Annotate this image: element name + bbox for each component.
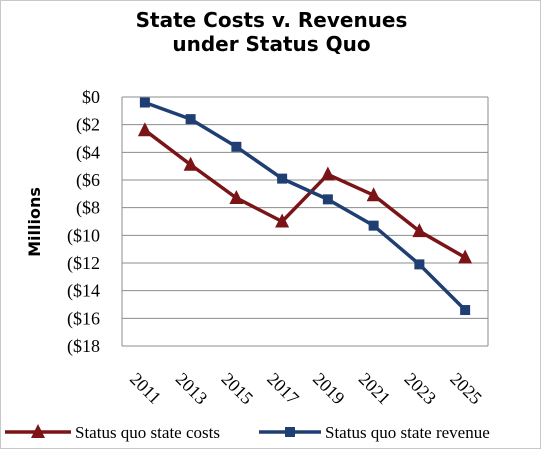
legend-swatch-marker [31,424,45,438]
y-tick-label: ($4 [76,142,100,163]
series-line [143,128,466,259]
chart-title: State Costs v. Revenues under Status Quo [0,8,543,56]
data-point-marker [460,305,471,316]
data-point-marker [137,122,152,137]
data-point-marker [368,220,379,231]
series-layer [137,97,473,316]
data-point-marker [277,173,288,184]
chart-title-line1: State Costs v. Revenues [135,8,408,32]
legend-label: Status quo state revenue [325,423,490,442]
x-tick-label: 2019 [309,369,349,409]
x-tick-label: 2011 [126,369,165,408]
x-tick-label: 2023 [401,369,441,409]
y-tick-label: ($16 [67,308,100,329]
data-point-marker [229,189,244,204]
legend-item: Status quo state costs [5,423,220,442]
y-tick-label: ($10 [67,225,100,246]
x-tick-label: 2025 [446,369,486,409]
legend-label: Status quo state costs [75,423,220,442]
y-tick-label: $0 [82,87,100,107]
y-tick-label: ($8 [76,198,100,219]
data-point-marker [185,114,196,125]
y-axis-ticks: $0 ($2 ($4 ($6 ($8 ($10 ($12 ($14 ($16 ($18 [67,87,100,357]
data-point-marker [366,187,381,202]
legend-item: Status quo state revenue [259,423,490,442]
data-point-marker [183,156,198,171]
y-tick-label: ($12 [67,253,100,274]
x-tick-label: 2017 [263,369,303,409]
x-tick-label: 2021 [355,369,395,409]
data-point-marker [458,249,473,264]
x-tick-label: 2013 [172,369,212,409]
y-axis-label: Millions [25,187,44,257]
legend: Status quo state costs Status quo state r… [5,423,490,442]
data-point-marker [139,97,150,108]
y-tick-label: ($18 [67,336,100,357]
y-tick-label: ($14 [67,281,100,302]
x-axis-ticks: 2011 2013 2015 2017 2019 2021 2023 2025 [126,369,486,409]
gridlines [121,96,489,347]
x-tick-label: 2015 [218,369,258,409]
legend-swatch-marker [285,427,295,437]
series-1 [139,97,471,316]
data-point-marker [322,194,333,205]
data-point-marker [412,223,427,238]
data-point-marker [231,141,242,152]
y-tick-label: ($6 [76,170,100,191]
y-tick-label: ($2 [76,115,100,136]
data-point-marker [275,213,290,228]
chart-title-line2: under Status Quo [172,32,371,56]
series-line [144,100,467,312]
series-0 [137,122,473,264]
data-point-marker [414,259,425,270]
data-point-marker [320,166,335,181]
